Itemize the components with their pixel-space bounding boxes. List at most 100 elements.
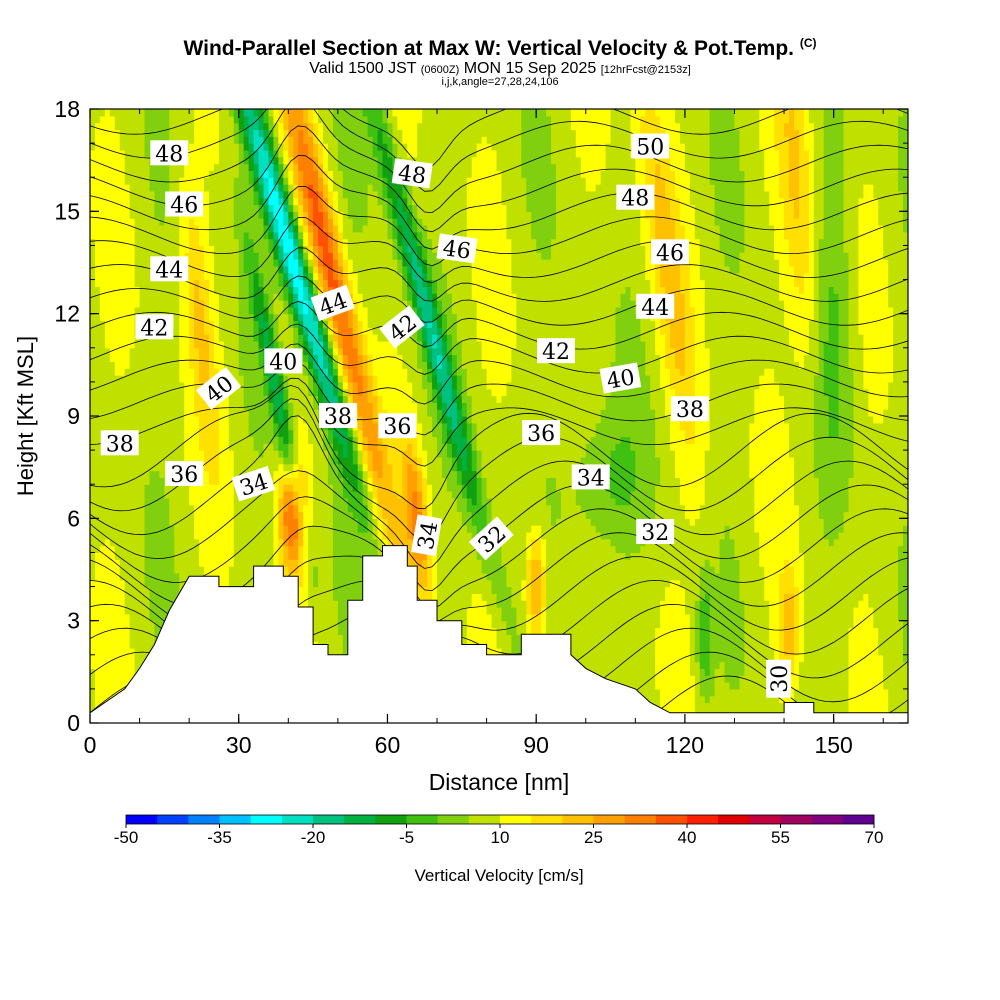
velocity-cell [342, 197, 349, 206]
velocity-cell [288, 559, 294, 567]
velocity-cell [278, 416, 284, 424]
velocity-cell [174, 163, 180, 171]
velocity-cell [233, 279, 240, 287]
velocity-cell [119, 170, 126, 178]
velocity-cell [114, 211, 121, 219]
velocity-cell [337, 170, 344, 178]
velocity-cell [238, 300, 245, 308]
velocity-cell [243, 361, 250, 369]
velocity-cell [332, 320, 339, 328]
velocity-cell [104, 340, 111, 349]
velocity-cell [342, 231, 349, 240]
velocity-cell [129, 668, 136, 676]
velocity-cell [268, 334, 275, 342]
velocity-cell [313, 129, 319, 137]
velocity-cell [342, 327, 349, 335]
velocity-cell [248, 197, 255, 206]
velocity-cell [134, 197, 141, 206]
velocity-cell [238, 245, 245, 253]
velocity-cell [149, 238, 156, 247]
velocity-cell [342, 149, 349, 158]
velocity-cell [199, 443, 205, 451]
velocity-cell [223, 395, 230, 403]
velocity-cell [268, 184, 275, 192]
velocity-cell [104, 634, 111, 642]
velocity-cell [268, 115, 275, 124]
velocity-cell [228, 211, 235, 219]
velocity-cell [327, 634, 334, 642]
velocity-cell [119, 109, 126, 117]
velocity-cell [248, 272, 255, 281]
velocity-cell [308, 320, 314, 328]
velocity-cell [184, 136, 190, 144]
velocity-cell [313, 579, 319, 588]
velocity-cell [208, 518, 215, 526]
velocity-cell [357, 334, 364, 342]
velocity-cell [352, 279, 359, 287]
velocity-cell [134, 211, 141, 219]
velocity-cell [223, 279, 230, 287]
velocity-cell [124, 368, 131, 376]
velocity-cell [179, 320, 185, 328]
velocity-cell [159, 511, 165, 519]
velocity-cell [288, 545, 294, 554]
velocity-cell [228, 525, 235, 533]
velocity-cell [362, 463, 369, 472]
velocity-cell [342, 627, 349, 635]
velocity-cell [129, 340, 136, 349]
velocity-cell [238, 504, 245, 513]
velocity-cell [273, 109, 279, 117]
velocity-cell [159, 170, 165, 178]
velocity-cell [218, 211, 225, 219]
velocity-cell [283, 259, 289, 267]
velocity-cell [332, 627, 339, 635]
velocity-cell [313, 552, 319, 560]
velocity-cell [124, 416, 131, 424]
velocity-cell [337, 443, 344, 451]
velocity-cell [94, 115, 101, 124]
velocity-cell [109, 545, 116, 554]
velocity-cell [94, 156, 101, 165]
velocity-cell [288, 477, 294, 485]
velocity-cell [243, 265, 250, 274]
velocity-cell [114, 252, 121, 260]
velocity-cell [144, 293, 151, 301]
velocity-cell [313, 456, 319, 465]
velocity-cell [253, 545, 260, 554]
velocity-cell [124, 334, 131, 342]
velocity-cell [179, 511, 185, 519]
velocity-cell [99, 368, 106, 376]
velocity-cell [228, 115, 235, 124]
velocity-cell [233, 204, 240, 212]
velocity-cell [357, 184, 364, 192]
velocity-cell [263, 238, 270, 247]
velocity-cell [342, 224, 349, 233]
velocity-cell [174, 395, 180, 403]
velocity-cell [184, 450, 190, 458]
velocity-cell [94, 627, 101, 635]
velocity-cell [323, 572, 329, 581]
velocity-cell [213, 143, 220, 151]
velocity-cell [119, 252, 126, 260]
velocity-cell [213, 416, 220, 424]
velocity-cell [238, 340, 245, 349]
velocity-cell [293, 122, 299, 131]
velocity-cell [273, 531, 279, 540]
velocity-cell [332, 238, 339, 247]
velocity-cell [337, 504, 344, 513]
velocity-cell [208, 334, 215, 342]
velocity-cell [154, 388, 161, 397]
velocity-cell [114, 559, 121, 567]
velocity-cell [129, 177, 136, 185]
velocity-cell [114, 518, 121, 526]
velocity-cell [293, 149, 299, 158]
velocity-cell [94, 634, 101, 642]
velocity-cell [179, 545, 185, 554]
velocity-cell [169, 354, 175, 363]
velocity-cell [278, 115, 284, 124]
velocity-cell [129, 641, 136, 649]
velocity-cell [238, 115, 245, 124]
velocity-cell [213, 456, 220, 465]
velocity-cell [258, 518, 265, 526]
velocity-cell [357, 395, 364, 403]
